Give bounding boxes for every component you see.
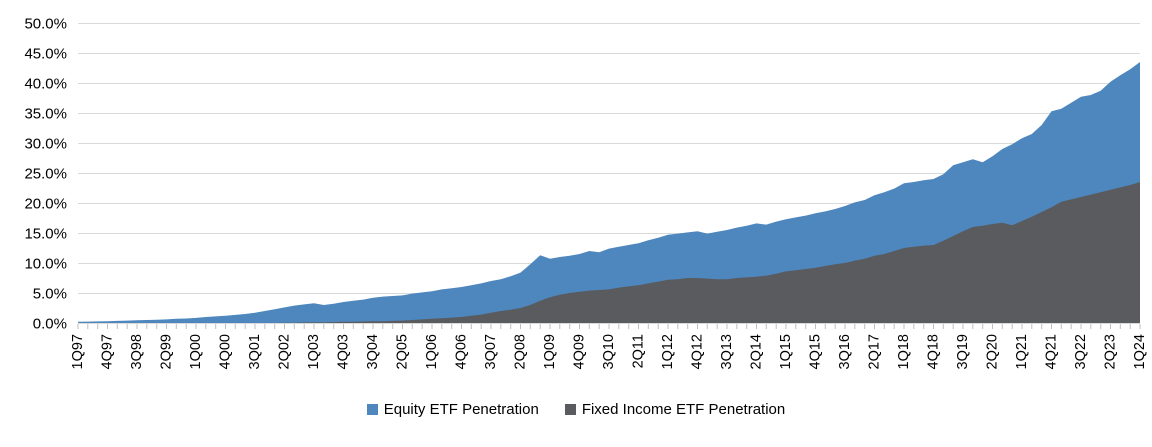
x-axis-tick-label: 2Q08 xyxy=(513,334,529,369)
x-axis-tick-label: 3Q98 xyxy=(129,334,145,369)
y-axis-tick-label: 30.0% xyxy=(24,136,67,153)
x-axis-tick-label: 2Q02 xyxy=(277,334,293,369)
fixed-income-area-series xyxy=(78,182,1140,323)
y-axis-tick-label: 35.0% xyxy=(24,106,67,123)
legend-item-fixed-income: Fixed Income ETF Penetration xyxy=(564,401,786,418)
fixed-income-series-swatch-icon xyxy=(564,404,576,415)
y-axis-tick-label: 50.0% xyxy=(24,16,67,33)
x-axis-tick-label: 1Q97 xyxy=(70,334,86,369)
x-axis-tick-label: 3Q10 xyxy=(601,334,617,369)
x-axis-tick-label: 1Q09 xyxy=(542,334,558,369)
legend-label-fixed-income: Fixed Income ETF Penetration xyxy=(581,401,786,418)
x-axis-tick-label: 3Q16 xyxy=(837,334,853,369)
x-axis-tick-label: 2Q20 xyxy=(985,334,1001,369)
x-axis-tick-label: 4Q00 xyxy=(218,334,234,369)
y-axis-tick-label: 45.0% xyxy=(24,46,67,63)
x-axis-tick-label: 1Q00 xyxy=(188,334,204,369)
x-axis-tick-label: 2Q05 xyxy=(395,334,411,369)
x-axis-tick-label: 1Q03 xyxy=(306,334,322,369)
y-axis-tick-label: 15.0% xyxy=(24,226,67,243)
x-axis-tick-label: 4Q12 xyxy=(690,334,706,369)
x-axis-tick-label: 4Q09 xyxy=(572,334,588,369)
x-axis-tick-label: 4Q15 xyxy=(808,334,824,369)
x-axis-tick-label: 1Q12 xyxy=(660,334,676,369)
x-axis-tick-label: 4Q06 xyxy=(454,334,470,369)
x-axis-tick-label: 4Q03 xyxy=(336,334,352,369)
x-axis-tick-label: 1Q18 xyxy=(896,334,912,369)
legend-item-equity: Equity ETF Penetration xyxy=(366,401,539,418)
x-axis-tick-label: 1Q24 xyxy=(1132,334,1148,369)
x-axis-tick-label: 1Q06 xyxy=(424,334,440,369)
x-axis-tick-label: 3Q01 xyxy=(247,334,263,369)
x-axis-tick-label: 3Q19 xyxy=(955,334,971,369)
x-axis-tick-label: 2Q17 xyxy=(867,334,883,369)
x-axis-tick-label: 3Q13 xyxy=(719,334,735,369)
x-axis-tick-label: 3Q04 xyxy=(365,334,381,369)
x-axis-tick-label: 4Q97 xyxy=(100,334,116,369)
y-axis-tick-label: 0.0% xyxy=(33,316,67,333)
x-axis-tick-label: 3Q22 xyxy=(1073,334,1089,369)
x-axis-tick-label: 4Q21 xyxy=(1044,334,1060,369)
x-axis-tick-label: 2Q14 xyxy=(749,334,765,369)
x-axis-tick-label: 2Q11 xyxy=(631,334,647,368)
y-axis-tick-label: 25.0% xyxy=(24,166,67,183)
etf-penetration-area-chart-svg: 0.0% 5.0% 10.0% 15.0% 20.0% 25.0% 30.0% 35.0% 40… xyxy=(24,16,1148,370)
x-axis-tick-label: 4Q18 xyxy=(926,334,942,369)
x-axis-tick-label: 1Q21 xyxy=(1014,334,1030,369)
y-axis-tick-label: 5.0% xyxy=(33,286,67,303)
y-axis-tick-label: 40.0% xyxy=(24,76,67,93)
chart-legend: Equity ETF Penetration Fixed Income ETF … xyxy=(0,401,1152,418)
x-axis-tick-label: 2Q23 xyxy=(1103,334,1119,369)
equity-series-swatch-icon xyxy=(366,404,378,415)
legend-label-equity: Equity ETF Penetration xyxy=(383,401,539,418)
y-axis-tick-label: 20.0% xyxy=(24,196,67,213)
x-axis-tick-label: 3Q07 xyxy=(483,334,499,369)
x-axis-tick-label: 2Q99 xyxy=(159,334,175,369)
y-axis-tick-label: 10.0% xyxy=(24,256,67,273)
x-axis-tick-label: 1Q15 xyxy=(778,334,794,369)
